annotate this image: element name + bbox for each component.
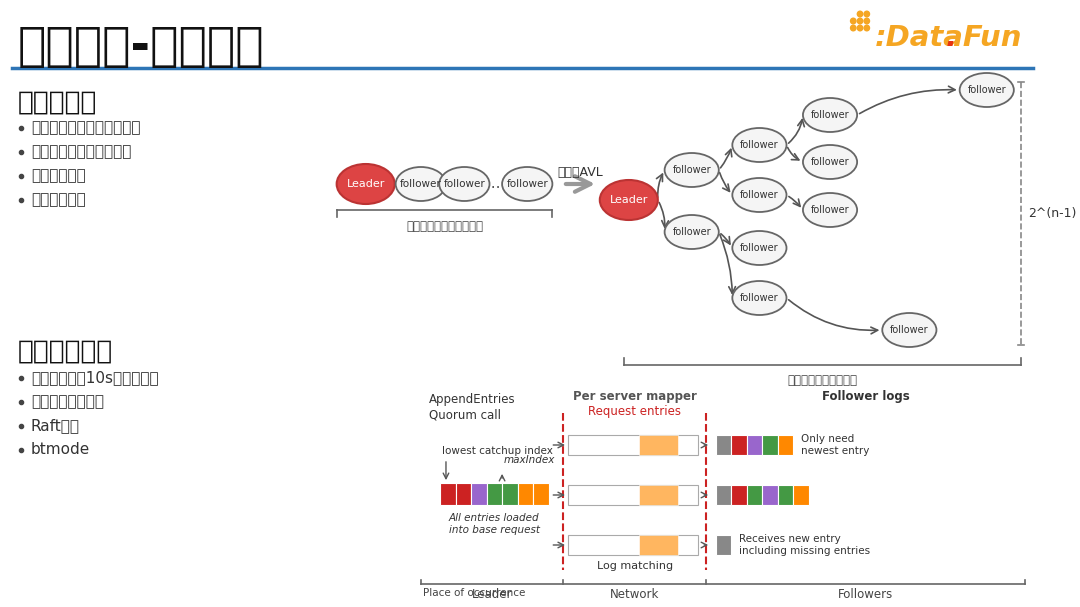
Text: maxIndex: maxIndex xyxy=(504,455,555,465)
Text: :DataFun: :DataFun xyxy=(875,24,1022,52)
Circle shape xyxy=(851,25,856,31)
Bar xyxy=(778,485,794,505)
Text: Raft协议: Raft协议 xyxy=(31,418,80,433)
Bar xyxy=(731,485,747,505)
Text: All entries loaded
into base request: All entries loaded into base request xyxy=(449,513,540,535)
Bar xyxy=(747,485,762,505)
Bar xyxy=(731,435,747,455)
Ellipse shape xyxy=(802,193,858,227)
Ellipse shape xyxy=(732,281,786,315)
Text: follower: follower xyxy=(507,179,549,189)
Bar xyxy=(778,435,794,455)
Text: follower: follower xyxy=(811,157,849,167)
Bar xyxy=(762,485,778,505)
Circle shape xyxy=(851,18,856,24)
Bar xyxy=(487,483,502,505)
Bar xyxy=(568,485,698,505)
Bar xyxy=(716,535,731,555)
Text: Followers: Followers xyxy=(838,588,893,601)
Circle shape xyxy=(858,25,863,31)
Text: Leader: Leader xyxy=(472,588,512,601)
Ellipse shape xyxy=(882,313,936,347)
Text: 模型实时更新: 模型实时更新 xyxy=(31,192,85,208)
Text: follower: follower xyxy=(740,293,779,303)
Text: follower: follower xyxy=(890,325,929,335)
Text: follower: follower xyxy=(673,227,711,237)
Text: Per server mapper: Per server mapper xyxy=(572,390,697,403)
Bar xyxy=(441,483,456,505)
Ellipse shape xyxy=(732,231,786,265)
Text: follower: follower xyxy=(968,85,1007,95)
Circle shape xyxy=(864,25,869,31)
Text: btmode: btmode xyxy=(31,443,91,458)
Text: 存储副本多: 存储副本多 xyxy=(17,90,97,116)
Ellipse shape xyxy=(664,153,719,187)
Text: follower: follower xyxy=(740,243,779,253)
Bar xyxy=(762,435,778,455)
Text: Place of occurrence: Place of occurrence xyxy=(422,588,525,598)
Text: Leader: Leader xyxy=(347,179,384,189)
Ellipse shape xyxy=(732,178,786,212)
Text: 视频实时更新: 视频实时更新 xyxy=(31,169,85,183)
Text: Receives new entry
including missing entries: Receives new entry including missing ent… xyxy=(739,534,870,556)
Ellipse shape xyxy=(599,180,658,220)
Text: follower: follower xyxy=(400,179,442,189)
Bar xyxy=(639,535,678,555)
Ellipse shape xyxy=(337,164,394,204)
Bar xyxy=(716,435,731,455)
Text: 保证视频状态一致: 保证视频状态一致 xyxy=(31,395,104,410)
Bar xyxy=(517,483,534,505)
Bar xyxy=(534,483,549,505)
Ellipse shape xyxy=(960,73,1014,107)
Text: follower: follower xyxy=(444,179,485,189)
Circle shape xyxy=(858,18,863,24)
Text: 推荐服务采用流量并发模式: 推荐服务采用流量并发模式 xyxy=(31,121,140,135)
Ellipse shape xyxy=(664,215,719,249)
Bar xyxy=(794,485,809,505)
Text: follower: follower xyxy=(811,110,849,120)
Circle shape xyxy=(864,18,869,24)
Ellipse shape xyxy=(732,128,786,162)
Text: ......: ...... xyxy=(482,177,511,191)
Bar xyxy=(456,483,471,505)
Ellipse shape xyxy=(440,167,489,201)
Bar xyxy=(639,435,678,455)
Circle shape xyxy=(858,11,863,17)
Text: follower: follower xyxy=(740,140,779,150)
Bar xyxy=(471,483,487,505)
Bar xyxy=(568,535,698,555)
Text: follower: follower xyxy=(673,165,711,175)
Text: Only need
newest entry: Only need newest entry xyxy=(801,434,869,456)
Bar xyxy=(716,485,731,505)
Text: lowest catchup index: lowest catchup index xyxy=(442,446,553,456)
Text: 存储方案-强一致性: 存储方案-强一致性 xyxy=(17,25,264,70)
Bar xyxy=(639,485,678,505)
Text: Network: Network xyxy=(610,588,659,601)
Ellipse shape xyxy=(502,167,552,201)
Text: 支持上万节点数据同步: 支持上万节点数据同步 xyxy=(787,374,858,387)
Text: Request entries: Request entries xyxy=(589,405,681,418)
Ellipse shape xyxy=(395,167,446,201)
Text: Leader: Leader xyxy=(609,195,648,205)
Text: 同时有很多副本提供服务: 同时有很多副本提供服务 xyxy=(31,144,132,160)
Ellipse shape xyxy=(802,98,858,132)
Text: Log matching: Log matching xyxy=(596,561,673,571)
Text: follower: follower xyxy=(811,205,849,215)
Ellipse shape xyxy=(802,145,858,179)
Text: 几千副本实时10s内分发视频: 几千副本实时10s内分发视频 xyxy=(31,370,159,385)
Text: 主节点出口带宽成为瓶颈: 主节点出口带宽成为瓶颈 xyxy=(406,220,483,233)
Circle shape xyxy=(864,11,869,17)
Text: follower: follower xyxy=(740,190,779,200)
Text: 存储状态一致: 存储状态一致 xyxy=(17,339,112,365)
Bar xyxy=(568,435,698,455)
Text: AppendEntries
Quorum call: AppendEntries Quorum call xyxy=(429,393,515,421)
Text: 2^(n-1): 2^(n-1) xyxy=(1028,207,1077,220)
Text: Follower logs: Follower logs xyxy=(822,390,909,403)
Text: 分布式AVL: 分布式AVL xyxy=(557,166,604,178)
Text: .: . xyxy=(946,24,957,52)
Bar xyxy=(502,483,517,505)
Bar xyxy=(747,435,762,455)
